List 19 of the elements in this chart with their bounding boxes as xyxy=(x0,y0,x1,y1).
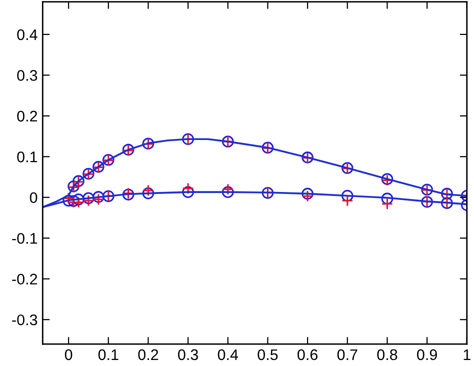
y-tick-label: 0.1 xyxy=(17,152,38,162)
x-tick-label: 0.6 xyxy=(298,349,318,360)
x-tick-label: 0.4 xyxy=(218,349,238,360)
y-tick-label: -0.3 xyxy=(12,314,38,326)
x-tick-label: 0 xyxy=(64,349,72,360)
x-tick-label: 0.3 xyxy=(178,349,198,360)
y-tick-label: 0 xyxy=(30,192,38,204)
x-tick-label: 0.7 xyxy=(337,349,358,360)
y-tick-label: -0.2 xyxy=(12,274,38,285)
y-tick-label: 0.2 xyxy=(17,110,38,122)
x-tick-label: 0.5 xyxy=(258,349,278,360)
x-tick-label: 0.8 xyxy=(377,349,398,360)
x-tick-label: 0.9 xyxy=(417,349,437,360)
x-tick-label: 1 xyxy=(464,349,470,360)
y-tick-label: 0.4 xyxy=(17,29,38,40)
x-tick-label: 0.2 xyxy=(138,349,158,360)
y-tick-label: -0.1 xyxy=(12,232,38,244)
y-tick-label: 0.3 xyxy=(17,70,38,81)
x-tick-label: 0.1 xyxy=(98,349,118,360)
